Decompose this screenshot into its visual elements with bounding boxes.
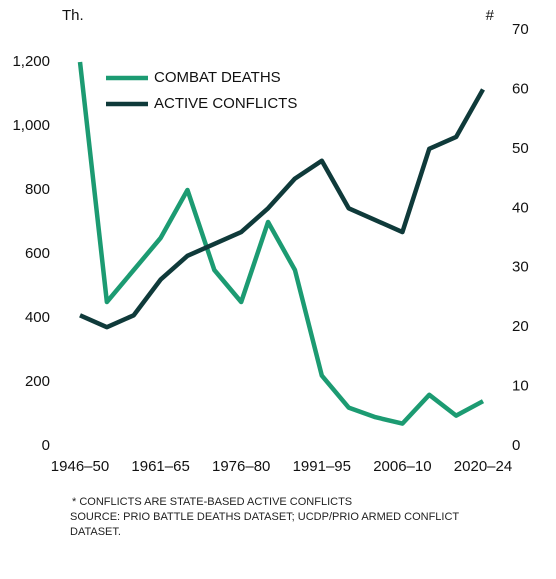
y-tick-label: 1,200 [12,53,50,70]
x-tick-label: 1991–95 [293,458,351,475]
y-tick-label: 600 [25,245,50,262]
legend-label: COMBAT DEATHS [154,69,281,86]
y-tick-label: 0 [42,437,50,454]
x-tick-label: 1961–65 [131,458,189,475]
y2-tick-label: 70 [512,21,529,38]
y2-tick-label: 20 [512,318,529,335]
legend-label: ACTIVE CONFLICTS [154,95,297,112]
x-tick-label: 1946–50 [51,458,109,475]
y-tick-label: 1,000 [12,117,50,134]
y2-tick-label: 40 [512,199,529,216]
series-line [77,61,485,426]
y2-tick-label: 30 [512,259,529,276]
x-tick-label: 2006–10 [373,458,431,475]
y2-tick-label: 60 [512,80,529,97]
x-tick-label: 1976–80 [212,458,270,475]
y2-unit-label: # [486,7,495,24]
note: * CONFLICTS ARE STATE-BASED ACTIVE CONFL… [72,496,352,508]
y-tick-label: 800 [25,181,50,198]
y2-tick-label: 10 [512,378,529,395]
y2-tick-label: 50 [512,140,529,157]
y-tick-label: 400 [25,309,50,326]
y-tick-label: 200 [25,373,50,390]
series-line [79,88,485,330]
note: DATASET. [70,526,121,538]
y2-tick-label: 0 [512,437,520,454]
x-tick-label: 2020–24 [454,458,512,475]
y-unit-label: Th. [62,7,84,24]
note: SOURCE: PRIO BATTLE DEATHS DATASET; UCDP… [70,511,459,523]
